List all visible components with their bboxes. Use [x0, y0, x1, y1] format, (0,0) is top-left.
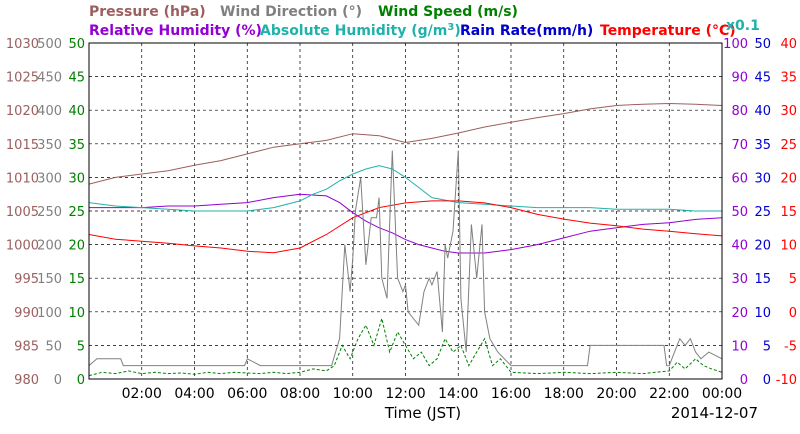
series-temperature-c	[88, 200, 723, 254]
y-tick-wind-dir: 0	[54, 373, 62, 388]
legend-abs-hum_scale: x0.1	[726, 18, 760, 34]
y-tick-rel-hum: 100	[723, 37, 748, 52]
y-tick-wind-dir: 250	[37, 205, 62, 220]
y-tick-temperature: 40	[780, 37, 797, 52]
legend-temperature: Temperature (°C)	[600, 23, 736, 39]
y-tick-rel-hum: 70	[731, 138, 748, 153]
x-tick-label: 22:00	[649, 386, 689, 402]
y-tick-temperature: 25	[780, 138, 797, 153]
legend-abs-hum: Absolute Humidity (g/m3)	[260, 22, 461, 39]
legend-rain-rate: Rain Rate(mm/h)	[460, 23, 593, 39]
y-tick-temperature: 20	[780, 171, 797, 186]
legend-pressure: Pressure (hPa)	[89, 4, 206, 20]
series-absolute-humidity-x0-1-g-m3	[88, 165, 722, 212]
y-tick-rel-hum: 80	[731, 104, 748, 119]
y-tick-wind-speed: 50	[68, 37, 85, 52]
y-tick-wind-dir: 150	[37, 272, 62, 287]
y-tick-pressure: 990	[14, 306, 39, 321]
y-tick-wind-dir: 450	[37, 71, 62, 86]
y-tick-wind-dir: 100	[37, 306, 62, 321]
plot-frame	[88, 42, 723, 380]
y-tick-rel-hum: 50	[731, 205, 748, 220]
y-tick-pressure: 1005	[6, 205, 39, 220]
y-tick-wind-dir: 200	[37, 239, 62, 254]
y-tick-rel-hum: 90	[731, 71, 748, 86]
y-tick-temperature: -5	[784, 339, 797, 354]
y-tick-wind-speed: 35	[68, 138, 85, 153]
y-tick-wind-dir: 400	[37, 104, 62, 119]
y-tick-rain-rate: 5	[763, 339, 771, 354]
y-tick-rain-rate: 0	[763, 373, 771, 388]
date-label: 2014-12-07	[671, 404, 758, 422]
axes-layer: 1030102510201015101010051000995990985980…	[6, 37, 797, 402]
y-tick-wind-speed: 15	[68, 272, 85, 287]
y-tick-rel-hum: 30	[731, 272, 748, 287]
y-tick-pressure: 1015	[6, 138, 39, 153]
series-pressure-hpa	[88, 102, 723, 185]
x-tick-label: 04:00	[174, 386, 214, 402]
y-tick-rain-rate: 40	[754, 104, 771, 119]
legend: Pressure (hPa) Wind Direction (°) Wind Spe…	[89, 4, 760, 39]
y-tick-pressure: 1030	[6, 37, 39, 52]
x-tick-label: 18:00	[544, 386, 584, 402]
y-tick-wind-dir: 500	[37, 37, 62, 52]
y-tick-pressure: 980	[14, 373, 39, 388]
series-relative-humidity	[89, 193, 723, 254]
y-tick-rain-rate: 25	[754, 205, 771, 220]
y-tick-temperature: 35	[780, 71, 797, 86]
x-tick-label: 12:00	[385, 386, 425, 402]
y-tick-rain-rate: 10	[754, 306, 771, 321]
y-tick-pressure: 1010	[6, 171, 39, 186]
x-tick-label: 14:00	[438, 386, 478, 402]
y-tick-pressure: 985	[14, 339, 39, 354]
y-tick-temperature: -10	[776, 373, 797, 388]
x-tick-label: 06:00	[227, 386, 267, 402]
y-tick-rain-rate: 35	[754, 138, 771, 153]
series-wind-speed-m-s	[88, 316, 723, 377]
series-wind-direction	[88, 150, 723, 367]
y-tick-rain-rate: 50	[754, 37, 771, 52]
y-tick-rain-rate: 20	[754, 239, 771, 254]
y-tick-rel-hum: 20	[731, 306, 748, 321]
y-tick-pressure: 1025	[6, 71, 39, 86]
y-tick-wind-dir: 300	[37, 171, 62, 186]
y-tick-temperature: 10	[780, 239, 797, 254]
x-tick-label: 16:00	[491, 386, 531, 402]
y-tick-wind-speed: 25	[68, 205, 85, 220]
legend-wind-dir: Wind Direction (°)	[220, 4, 362, 20]
y-tick-wind-dir: 50	[45, 339, 62, 354]
x-tick-label: 02:00	[122, 386, 162, 402]
y-tick-temperature: 0	[789, 306, 797, 321]
y-tick-wind-speed: 10	[68, 306, 85, 321]
x-tick-label: 00:00	[702, 386, 742, 402]
y-tick-rel-hum: 10	[731, 339, 748, 354]
y-tick-temperature: 30	[780, 104, 797, 119]
y-tick-pressure: 995	[14, 272, 39, 287]
y-tick-wind-speed: 0	[77, 373, 85, 388]
x-tick-label: 08:00	[280, 386, 320, 402]
y-tick-rel-hum: 40	[731, 239, 748, 254]
y-tick-pressure: 1020	[6, 104, 39, 119]
y-tick-wind-speed: 45	[68, 71, 85, 86]
y-tick-wind-speed: 5	[77, 339, 85, 354]
x-axis-label: Time (JST)	[384, 404, 461, 422]
y-tick-temperature: 15	[780, 205, 797, 220]
legend-rel-hum: Relative Humidity (%)	[89, 23, 262, 39]
x-tick-label: 10:00	[333, 386, 373, 402]
x-tick-label: 20:00	[596, 386, 636, 402]
y-tick-rain-rate: 30	[754, 171, 771, 186]
y-tick-rel-hum: 60	[731, 171, 748, 186]
y-tick-temperature: 5	[789, 272, 797, 287]
y-tick-wind-speed: 30	[68, 171, 85, 186]
y-tick-wind-dir: 350	[37, 138, 62, 153]
y-tick-rain-rate: 15	[754, 272, 771, 287]
y-tick-wind-speed: 20	[68, 239, 85, 254]
y-tick-rel-hum: 0	[740, 373, 748, 388]
y-tick-rain-rate: 45	[754, 71, 771, 86]
y-tick-pressure: 1000	[6, 239, 39, 254]
legend-wind-speed: Wind Speed (m/s)	[378, 4, 518, 20]
y-tick-wind-speed: 40	[68, 104, 85, 119]
